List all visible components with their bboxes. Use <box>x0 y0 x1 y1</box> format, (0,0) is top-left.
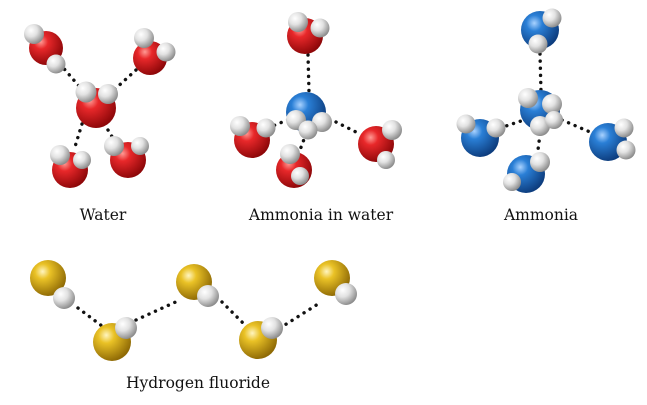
hydrogen-bond <box>498 118 526 130</box>
water-molecule <box>358 120 402 169</box>
water-panel <box>24 24 176 188</box>
hydrogen-atom <box>614 118 634 138</box>
hydrogen-bond <box>134 298 182 322</box>
hydrogen-atom <box>456 114 476 134</box>
hydrogen-atom <box>377 151 395 169</box>
hydrogen-atom <box>530 152 550 172</box>
hydrogen-bond <box>76 306 104 328</box>
hydrogen-atom <box>298 120 318 140</box>
hf-molecule <box>239 317 283 359</box>
hydrogen-atom <box>291 167 309 185</box>
hydrogen-atom <box>261 317 283 339</box>
hydrogen-bond <box>72 122 84 152</box>
water-molecule <box>50 145 91 188</box>
hydrogen-atom <box>542 8 562 28</box>
ammonia-molecule <box>286 92 332 140</box>
ammonia-in-water-panel <box>230 12 402 188</box>
hydrogen-fluoride-panel <box>30 260 357 361</box>
hydrogen-bond <box>278 302 320 330</box>
hydrogen-bond <box>536 132 542 152</box>
hydrogen-bonds <box>76 298 320 332</box>
hydrogen-bond <box>334 120 362 136</box>
caption-water: Water <box>79 206 127 224</box>
hydrogen-atom <box>134 28 154 48</box>
ammonia-molecule <box>518 88 563 136</box>
ammonia-molecule <box>503 152 550 193</box>
hf-molecule <box>30 260 75 309</box>
hydrogen-bond <box>560 118 592 134</box>
hydrogen-atom <box>503 173 521 191</box>
hydrogen-atom <box>288 12 308 32</box>
hydrogen-atom <box>280 144 300 164</box>
hydrogen-bond <box>538 52 543 94</box>
hydrogen-atom <box>542 94 562 114</box>
hydrogen-atom <box>545 111 563 129</box>
hydrogen-atom <box>197 285 219 307</box>
hydrogen-atom <box>24 24 44 44</box>
hydrogen-atom <box>73 151 91 169</box>
caption-ammonia: Ammonia <box>503 206 579 224</box>
hydrogen-atom <box>156 42 176 62</box>
hydrogen-atom <box>230 116 250 136</box>
hydrogen-atom <box>335 283 357 305</box>
hydrogen-bond <box>298 132 308 152</box>
hydrogen-atom <box>46 54 66 74</box>
water-molecule <box>276 144 312 188</box>
caption-ammonia-in-water: Ammonia in water <box>248 206 394 224</box>
hydrogen-atom <box>486 118 506 138</box>
caption-hydrogen-fluoride: Hydrogen fluoride <box>125 374 271 392</box>
water-molecule <box>230 116 276 158</box>
hydrogen-bonds <box>498 52 592 152</box>
water-molecule <box>75 81 118 128</box>
ammonia-molecule <box>456 114 506 157</box>
fluorine-atom <box>30 260 66 296</box>
hydrogen-atom <box>53 287 75 309</box>
hf-molecule <box>314 260 357 305</box>
hydrogen-bond <box>112 68 138 92</box>
ammonia-panel <box>456 8 636 193</box>
hydrogen-atom <box>382 120 402 140</box>
hydrogen-atom <box>528 34 548 54</box>
hydrogen-atom <box>310 18 330 38</box>
hydrogen-bond <box>220 300 252 332</box>
hydrogen-atom <box>131 137 149 155</box>
water-molecule <box>287 12 330 54</box>
hydrogen-bond <box>306 53 311 94</box>
hydrogen-atom <box>115 317 137 339</box>
hf-molecule <box>93 317 137 361</box>
ammonia-molecule <box>589 118 636 161</box>
ammonia-molecule <box>521 8 562 54</box>
hydrogen-atom <box>50 145 70 165</box>
water-molecule <box>24 24 66 74</box>
water-molecule <box>133 28 176 75</box>
hydrogen-atom <box>616 140 636 160</box>
water-molecule <box>104 136 149 178</box>
hydrogen-atom <box>256 118 276 138</box>
hydrogen-atom <box>104 136 124 156</box>
hf-molecule <box>176 264 219 307</box>
hydrogen-atom <box>530 116 550 136</box>
hydrogen-atom <box>75 81 97 103</box>
hydrogen-atom <box>518 88 538 108</box>
hydrogen-atom <box>98 84 118 104</box>
